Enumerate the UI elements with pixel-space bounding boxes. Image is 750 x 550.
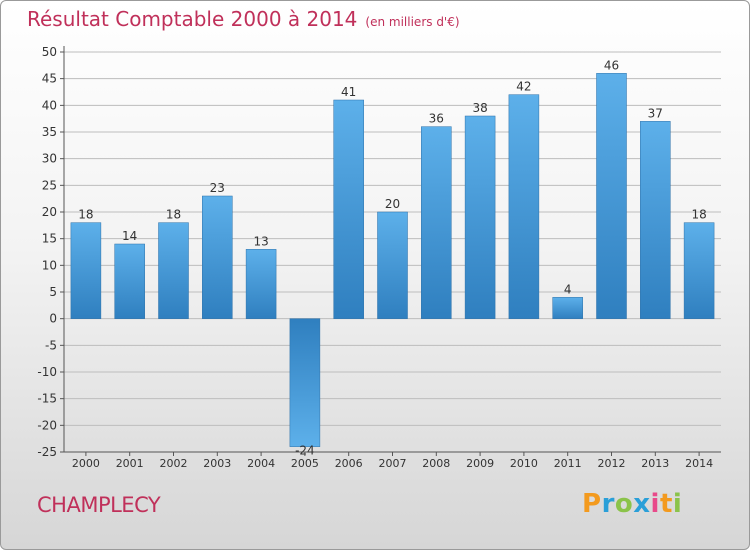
data-label: 23 bbox=[210, 181, 225, 195]
y-tick-label: 35 bbox=[42, 125, 57, 139]
y-tick-label: 0 bbox=[49, 312, 57, 326]
bar bbox=[596, 73, 627, 319]
x-tick-label: 2005 bbox=[291, 457, 319, 470]
x-tick-label: 2002 bbox=[160, 457, 188, 470]
logo-letter: t bbox=[659, 489, 673, 519]
x-tick-label: 2014 bbox=[685, 457, 713, 470]
y-tick-label: 10 bbox=[42, 258, 57, 272]
x-tick-label: 2011 bbox=[554, 457, 582, 470]
y-tick-label: -5 bbox=[45, 338, 57, 352]
chart-title: Résultat Comptable 2000 à 2014 (en millie… bbox=[27, 7, 460, 31]
y-tick-label: -15 bbox=[37, 392, 57, 406]
bar bbox=[552, 297, 583, 319]
x-tick-label: 2012 bbox=[598, 457, 626, 470]
data-label: 46 bbox=[604, 58, 619, 72]
bar bbox=[202, 195, 233, 319]
commune-name: CHAMPLECY bbox=[37, 493, 161, 517]
x-tick-label: 2009 bbox=[466, 457, 494, 470]
logo-letter: r bbox=[601, 489, 615, 519]
y-tick-label: -10 bbox=[37, 365, 57, 379]
data-label: 13 bbox=[253, 234, 268, 248]
chart-title-text: Résultat Comptable 2000 à 2014 bbox=[27, 7, 358, 31]
logo-letter: i bbox=[650, 489, 660, 519]
bar bbox=[289, 318, 321, 447]
logo-letter: P bbox=[582, 489, 602, 519]
data-label: 18 bbox=[78, 208, 93, 222]
y-tick-label: 25 bbox=[42, 178, 57, 192]
bar bbox=[333, 99, 364, 319]
data-label: 18 bbox=[166, 208, 181, 222]
y-tick-label: 30 bbox=[42, 152, 57, 166]
bar bbox=[70, 222, 102, 319]
bar bbox=[508, 94, 540, 319]
logo-letter: i bbox=[672, 489, 683, 519]
bar bbox=[158, 222, 189, 319]
x-tick-label: 2013 bbox=[641, 457, 669, 470]
data-label: 37 bbox=[648, 106, 663, 120]
y-tick-label: 40 bbox=[42, 98, 57, 112]
y-tick-label: 15 bbox=[42, 232, 57, 246]
bar bbox=[245, 249, 277, 319]
x-tick-label: 2007 bbox=[379, 457, 407, 470]
bar bbox=[421, 126, 452, 319]
bar bbox=[683, 222, 715, 319]
bar bbox=[114, 243, 145, 319]
x-tick-label: 2010 bbox=[510, 457, 538, 470]
logo-letter: x bbox=[633, 489, 651, 519]
data-label: 20 bbox=[385, 197, 400, 211]
x-tick-label: 2008 bbox=[422, 457, 450, 470]
data-label: 41 bbox=[341, 85, 356, 99]
y-tick-label: -20 bbox=[37, 418, 57, 432]
logo-letter: o bbox=[614, 489, 634, 519]
y-tick-label: 50 bbox=[42, 45, 57, 59]
x-tick-label: 2006 bbox=[335, 457, 363, 470]
data-label: 14 bbox=[122, 229, 137, 243]
bar bbox=[640, 121, 671, 319]
bar bbox=[464, 115, 496, 319]
y-tick-label: 45 bbox=[42, 72, 57, 86]
y-tick-label: -25 bbox=[37, 445, 57, 459]
data-label: 42 bbox=[516, 80, 531, 94]
x-tick-label: 2001 bbox=[116, 457, 144, 470]
data-label: -24 bbox=[295, 444, 315, 458]
data-label: 18 bbox=[691, 208, 706, 222]
x-tick-label: 2000 bbox=[72, 457, 100, 470]
x-tick-label: 2004 bbox=[247, 457, 275, 470]
data-label: 38 bbox=[472, 101, 487, 115]
data-label: 4 bbox=[564, 282, 572, 296]
chart-unit-label: (en milliers d'€) bbox=[365, 15, 460, 29]
y-tick-label: 20 bbox=[42, 205, 57, 219]
y-tick-label: 5 bbox=[49, 285, 57, 299]
proxiti-logo: Proxiti bbox=[582, 489, 682, 519]
bar bbox=[377, 211, 408, 319]
x-tick-label: 2003 bbox=[203, 457, 231, 470]
data-label: 36 bbox=[429, 112, 444, 126]
